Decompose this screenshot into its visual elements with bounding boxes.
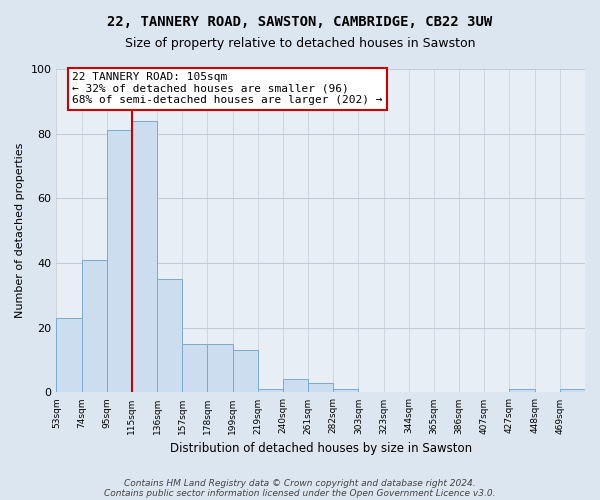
- Bar: [233, 350, 258, 393]
- Bar: [333, 389, 358, 392]
- Y-axis label: Number of detached properties: Number of detached properties: [15, 143, 25, 318]
- X-axis label: Distribution of detached houses by size in Sawston: Distribution of detached houses by size …: [170, 442, 472, 455]
- Bar: [283, 380, 308, 392]
- Bar: [107, 130, 132, 392]
- Bar: [157, 279, 182, 392]
- Text: 22, TANNERY ROAD, SAWSTON, CAMBRIDGE, CB22 3UW: 22, TANNERY ROAD, SAWSTON, CAMBRIDGE, CB…: [107, 15, 493, 29]
- Bar: [509, 389, 535, 392]
- Bar: [258, 389, 283, 392]
- Bar: [182, 344, 208, 393]
- Text: Size of property relative to detached houses in Sawston: Size of property relative to detached ho…: [125, 38, 475, 51]
- Bar: [56, 318, 82, 392]
- Bar: [82, 260, 107, 392]
- Bar: [308, 382, 333, 392]
- Text: Contains public sector information licensed under the Open Government Licence v3: Contains public sector information licen…: [104, 488, 496, 498]
- Text: Contains HM Land Registry data © Crown copyright and database right 2024.: Contains HM Land Registry data © Crown c…: [124, 478, 476, 488]
- Bar: [132, 120, 157, 392]
- Bar: [208, 344, 233, 393]
- Bar: [560, 389, 585, 392]
- Text: 22 TANNERY ROAD: 105sqm
← 32% of detached houses are smaller (96)
68% of semi-de: 22 TANNERY ROAD: 105sqm ← 32% of detache…: [72, 72, 383, 106]
